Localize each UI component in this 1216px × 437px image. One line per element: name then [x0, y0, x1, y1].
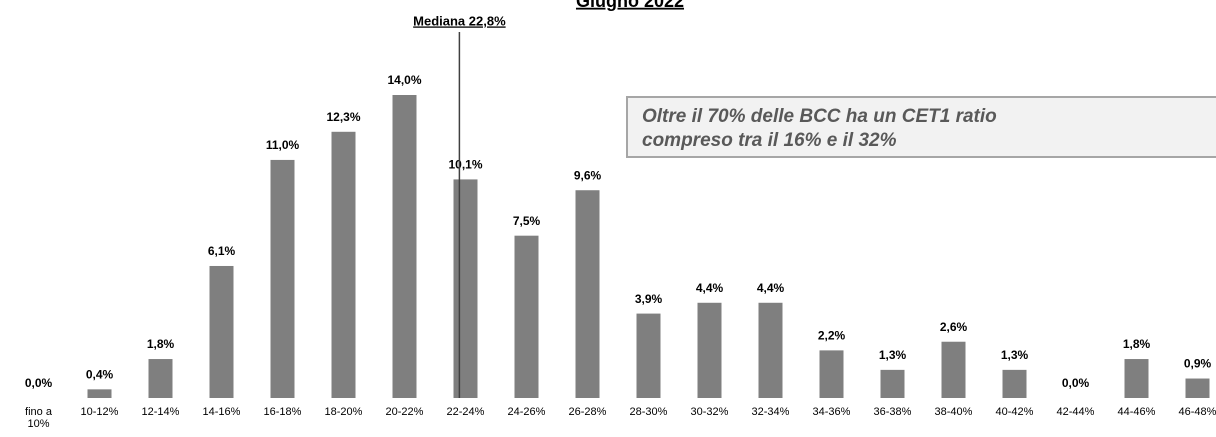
x-tick-label: 38-40% — [934, 406, 973, 418]
data-label: 0,0% — [25, 376, 53, 390]
data-label: 1,3% — [1001, 348, 1029, 362]
bar — [1185, 378, 1210, 398]
bar — [453, 179, 478, 398]
bar — [575, 190, 600, 398]
data-label: 3,9% — [635, 292, 663, 306]
data-label: 12,3% — [326, 110, 360, 124]
x-tick-label: 10-12% — [80, 406, 119, 418]
bar — [270, 159, 295, 398]
annotation-box — [626, 96, 1216, 158]
x-tick-label: 24-26% — [507, 406, 546, 418]
x-tick-label: 18-20% — [324, 406, 363, 418]
annotation-line: Oltre il 70% delle BCC ha un CET1 ratio — [642, 106, 997, 127]
bar — [819, 350, 844, 398]
data-label: 4,4% — [696, 281, 724, 295]
x-tick-label: 36-38% — [873, 406, 912, 418]
x-tick-label: 12-14% — [141, 406, 180, 418]
data-label: 4,4% — [757, 281, 785, 295]
x-tick-label: 42-44% — [1056, 406, 1095, 418]
data-label: 10,1% — [448, 158, 482, 172]
x-tick-label: fino a 10% — [25, 406, 52, 430]
bar — [331, 131, 356, 399]
x-tick-label: 14-16% — [202, 406, 241, 418]
x-tick-label: 44-46% — [1117, 406, 1156, 418]
bar — [148, 359, 173, 398]
data-label: 6,1% — [208, 244, 236, 258]
x-tick-label: 22-24% — [446, 406, 485, 418]
x-tick-label: 34-36% — [812, 406, 851, 418]
bar — [1124, 359, 1149, 398]
bar — [87, 389, 112, 398]
bar — [758, 302, 783, 398]
bar — [880, 369, 905, 398]
median-label: Mediana 22,8% — [413, 13, 506, 28]
data-label: 0,4% — [86, 368, 114, 382]
x-tick-label: 46-48% — [1178, 406, 1216, 418]
data-label: 2,2% — [818, 329, 846, 343]
data-label: 1,8% — [147, 337, 175, 351]
x-tick-label: 28-30% — [629, 406, 668, 418]
bar — [209, 265, 234, 398]
bar — [1002, 369, 1027, 398]
x-tick-label: 40-42% — [995, 406, 1034, 418]
data-label: 1,8% — [1123, 337, 1151, 351]
x-tick-label: 30-32% — [690, 406, 729, 418]
x-tick-label: 32-34% — [751, 406, 790, 418]
bar — [514, 235, 539, 398]
data-label: 9,6% — [574, 168, 602, 182]
x-tick-label: 20-22% — [385, 406, 424, 418]
bar — [697, 302, 722, 398]
chart-title: Giugno 2022 — [576, 0, 684, 11]
bar — [941, 341, 966, 398]
data-label: 2,6% — [940, 320, 968, 334]
x-tick-label: 26-28% — [568, 406, 607, 418]
bar — [636, 313, 661, 398]
bar — [392, 95, 417, 398]
annotation-line: compreso tra il 16% e il 32% — [642, 130, 897, 151]
x-tick-label: 16-18% — [263, 406, 302, 418]
data-label: 7,5% — [513, 214, 541, 228]
data-label: 14,0% — [387, 73, 421, 87]
data-label: 11,0% — [266, 138, 300, 152]
data-label: 0,9% — [1184, 357, 1212, 371]
data-label: 0,0% — [1062, 376, 1090, 390]
data-label: 1,3% — [879, 348, 907, 362]
